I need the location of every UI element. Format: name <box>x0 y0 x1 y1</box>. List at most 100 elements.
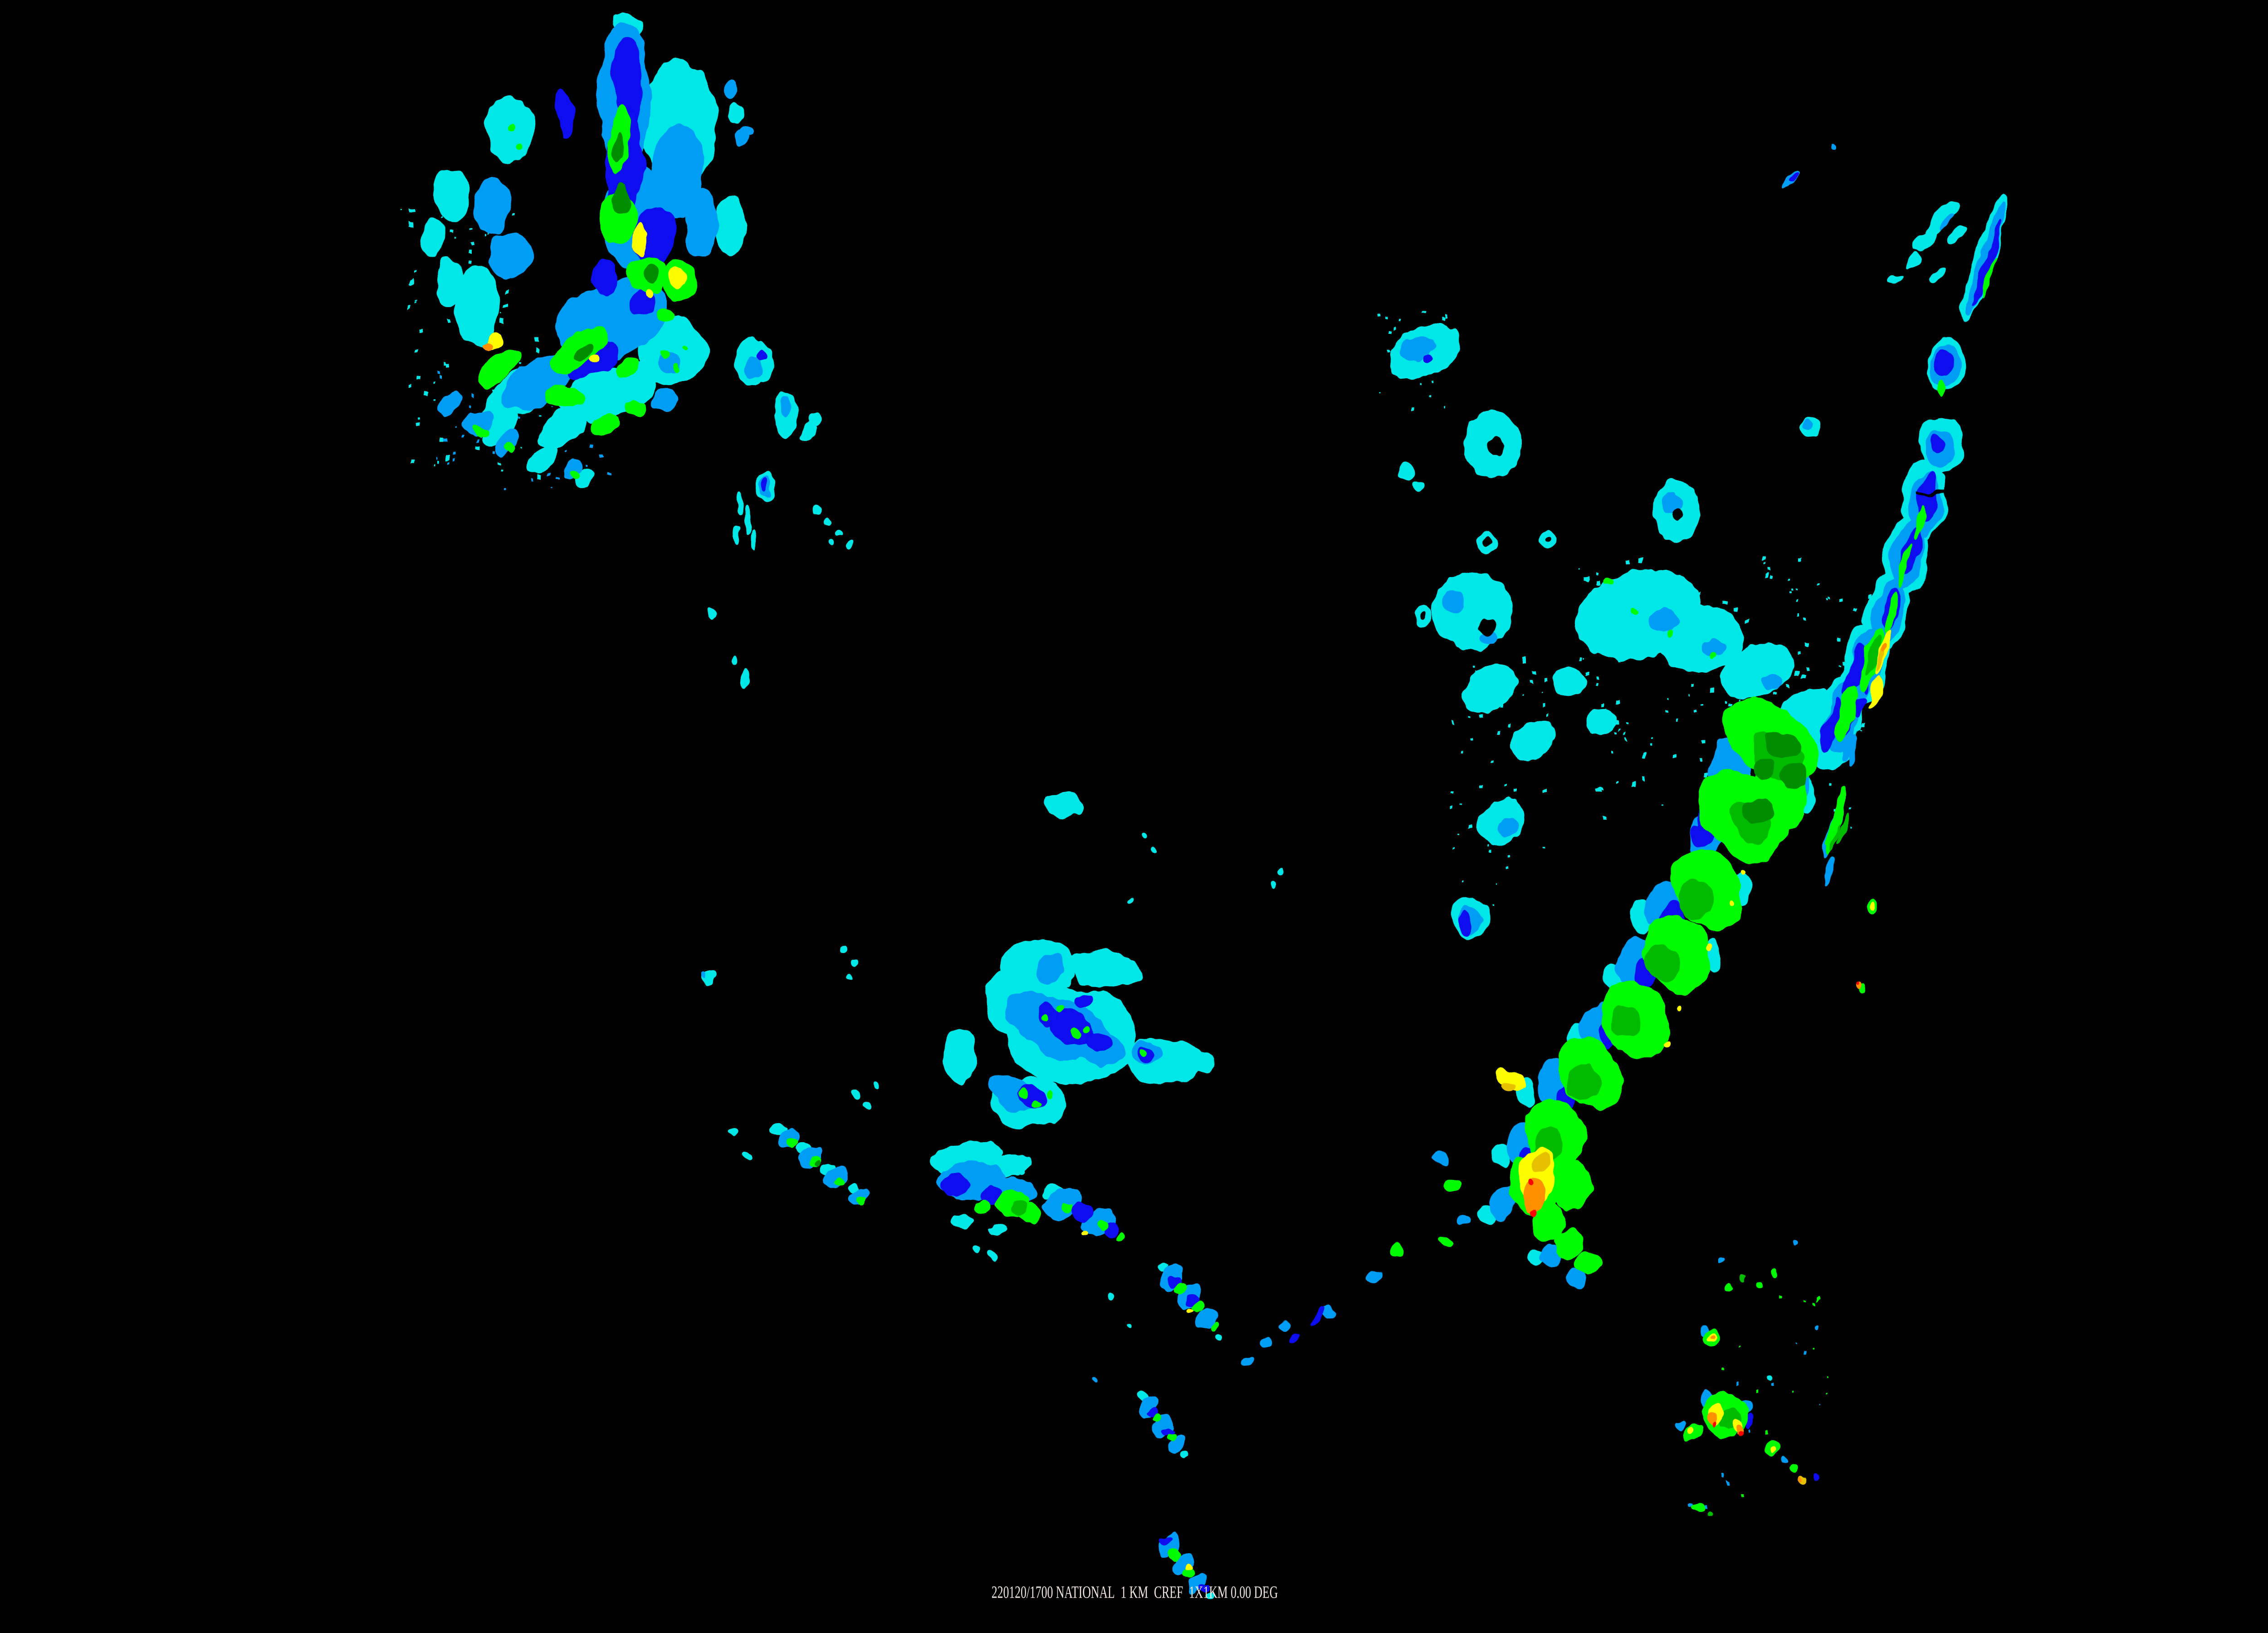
echo-speckle <box>1509 724 1512 728</box>
echo-blob <box>539 411 584 449</box>
echo-blob <box>1885 590 1899 632</box>
echo-speckle <box>1630 782 1635 787</box>
echo-blob <box>717 194 744 258</box>
echo-speckle <box>1662 805 1664 807</box>
echo-blob <box>1412 479 1423 491</box>
echo-speckle <box>1496 730 1499 733</box>
echo-blob <box>1706 1511 1713 1517</box>
echo-speckle <box>411 383 414 386</box>
echo-blob <box>855 1196 866 1204</box>
echo-speckle <box>1595 572 1598 575</box>
echo-blob <box>1070 949 1140 992</box>
echo-blob <box>1868 675 1882 710</box>
echo-blob <box>487 233 531 278</box>
echo-blob <box>508 121 517 131</box>
echo-blob <box>1782 766 1805 789</box>
echo-speckle <box>1452 848 1454 850</box>
echo-blob <box>1544 535 1551 543</box>
echo-speckle <box>1797 652 1800 655</box>
echo-speckle <box>1479 785 1483 789</box>
echo-blob <box>756 350 768 361</box>
echo-speckle <box>486 235 488 237</box>
echo-blob <box>1875 645 1886 673</box>
echo-speckle <box>1767 568 1771 571</box>
echo-blob <box>1462 664 1518 714</box>
echo-speckle <box>1616 698 1620 703</box>
echo-blob <box>1085 1026 1093 1033</box>
echo-blob <box>1814 1325 1819 1330</box>
echo-speckle <box>552 487 554 489</box>
echo-speckle <box>1583 658 1584 660</box>
echo-blob <box>1790 1241 1797 1247</box>
echo-speckle <box>1492 760 1495 763</box>
echo-speckle <box>1441 317 1444 321</box>
echo-blob <box>829 538 835 547</box>
echo-blob <box>1043 1089 1051 1096</box>
echo-blob <box>422 218 446 256</box>
echo-speckle <box>1596 787 1600 792</box>
echo-speckle <box>1787 579 1789 581</box>
echo-speckle <box>1651 736 1654 738</box>
echo-speckle <box>1819 1404 1821 1406</box>
echo-speckle <box>492 449 495 452</box>
echo-blob <box>1390 1244 1402 1256</box>
echo-speckle <box>1603 816 1606 819</box>
echo-speckle <box>412 348 415 352</box>
echo-blob <box>1530 1203 1565 1241</box>
echo-blob <box>650 126 703 222</box>
echo-blob <box>1662 492 1682 515</box>
echo-blob <box>1478 616 1496 635</box>
echo-speckle <box>1795 1342 1798 1345</box>
echo-speckle <box>1733 608 1737 612</box>
echo-blob <box>1498 1079 1516 1091</box>
echo-speckle <box>477 437 480 440</box>
echo-blob <box>1442 591 1466 613</box>
echo-blob <box>1482 538 1491 548</box>
echo-speckle <box>1812 1347 1815 1350</box>
echo-blob <box>1753 757 1776 780</box>
echo-speckle <box>1804 1302 1806 1304</box>
echo-blob <box>683 345 689 351</box>
echo-speckle <box>1543 704 1547 709</box>
echo-speckle <box>1796 589 1798 592</box>
echo-blob <box>1034 1003 1057 1026</box>
echo-speckle <box>466 259 471 264</box>
echo-speckle <box>1705 1505 1708 1508</box>
echo-blob <box>943 1029 978 1081</box>
echo-speckle <box>1495 881 1497 884</box>
echo-blob <box>1587 709 1616 735</box>
echo-speckle <box>1467 823 1471 827</box>
echo-blob <box>701 970 708 978</box>
echo-blob <box>740 670 749 689</box>
echo-speckle <box>1722 1475 1724 1478</box>
echo-blob <box>633 224 648 254</box>
echo-speckle <box>432 383 435 386</box>
echo-speckle <box>501 315 503 318</box>
echo-speckle <box>466 248 469 252</box>
echo-speckle <box>440 437 445 442</box>
echo-speckle <box>1643 755 1646 758</box>
echo-speckle <box>1624 738 1627 741</box>
mosaic-seam <box>1909 413 1984 417</box>
echo-speckle <box>1738 698 1740 700</box>
echo-speckle <box>1521 660 1525 664</box>
echo-blob <box>1037 1012 1046 1020</box>
echo-blob <box>1819 698 1843 753</box>
echo-speckle <box>406 302 410 305</box>
echo-speckle <box>536 474 541 479</box>
echo-speckle <box>1431 380 1434 382</box>
echo-speckle <box>453 236 455 239</box>
echo-blob <box>1288 1330 1301 1343</box>
echo-speckle <box>520 448 523 450</box>
echo-blob <box>611 37 644 126</box>
echo-speckle <box>1736 1384 1740 1387</box>
echo-speckle <box>1862 721 1865 725</box>
echo-blob <box>729 1129 738 1137</box>
echo-blob <box>1205 1592 1214 1600</box>
echo-speckle <box>1457 835 1459 837</box>
echo-blob <box>1930 266 1946 282</box>
echo-blob <box>1011 1199 1029 1215</box>
echo-blob <box>568 472 580 480</box>
echo-blob <box>779 394 792 417</box>
